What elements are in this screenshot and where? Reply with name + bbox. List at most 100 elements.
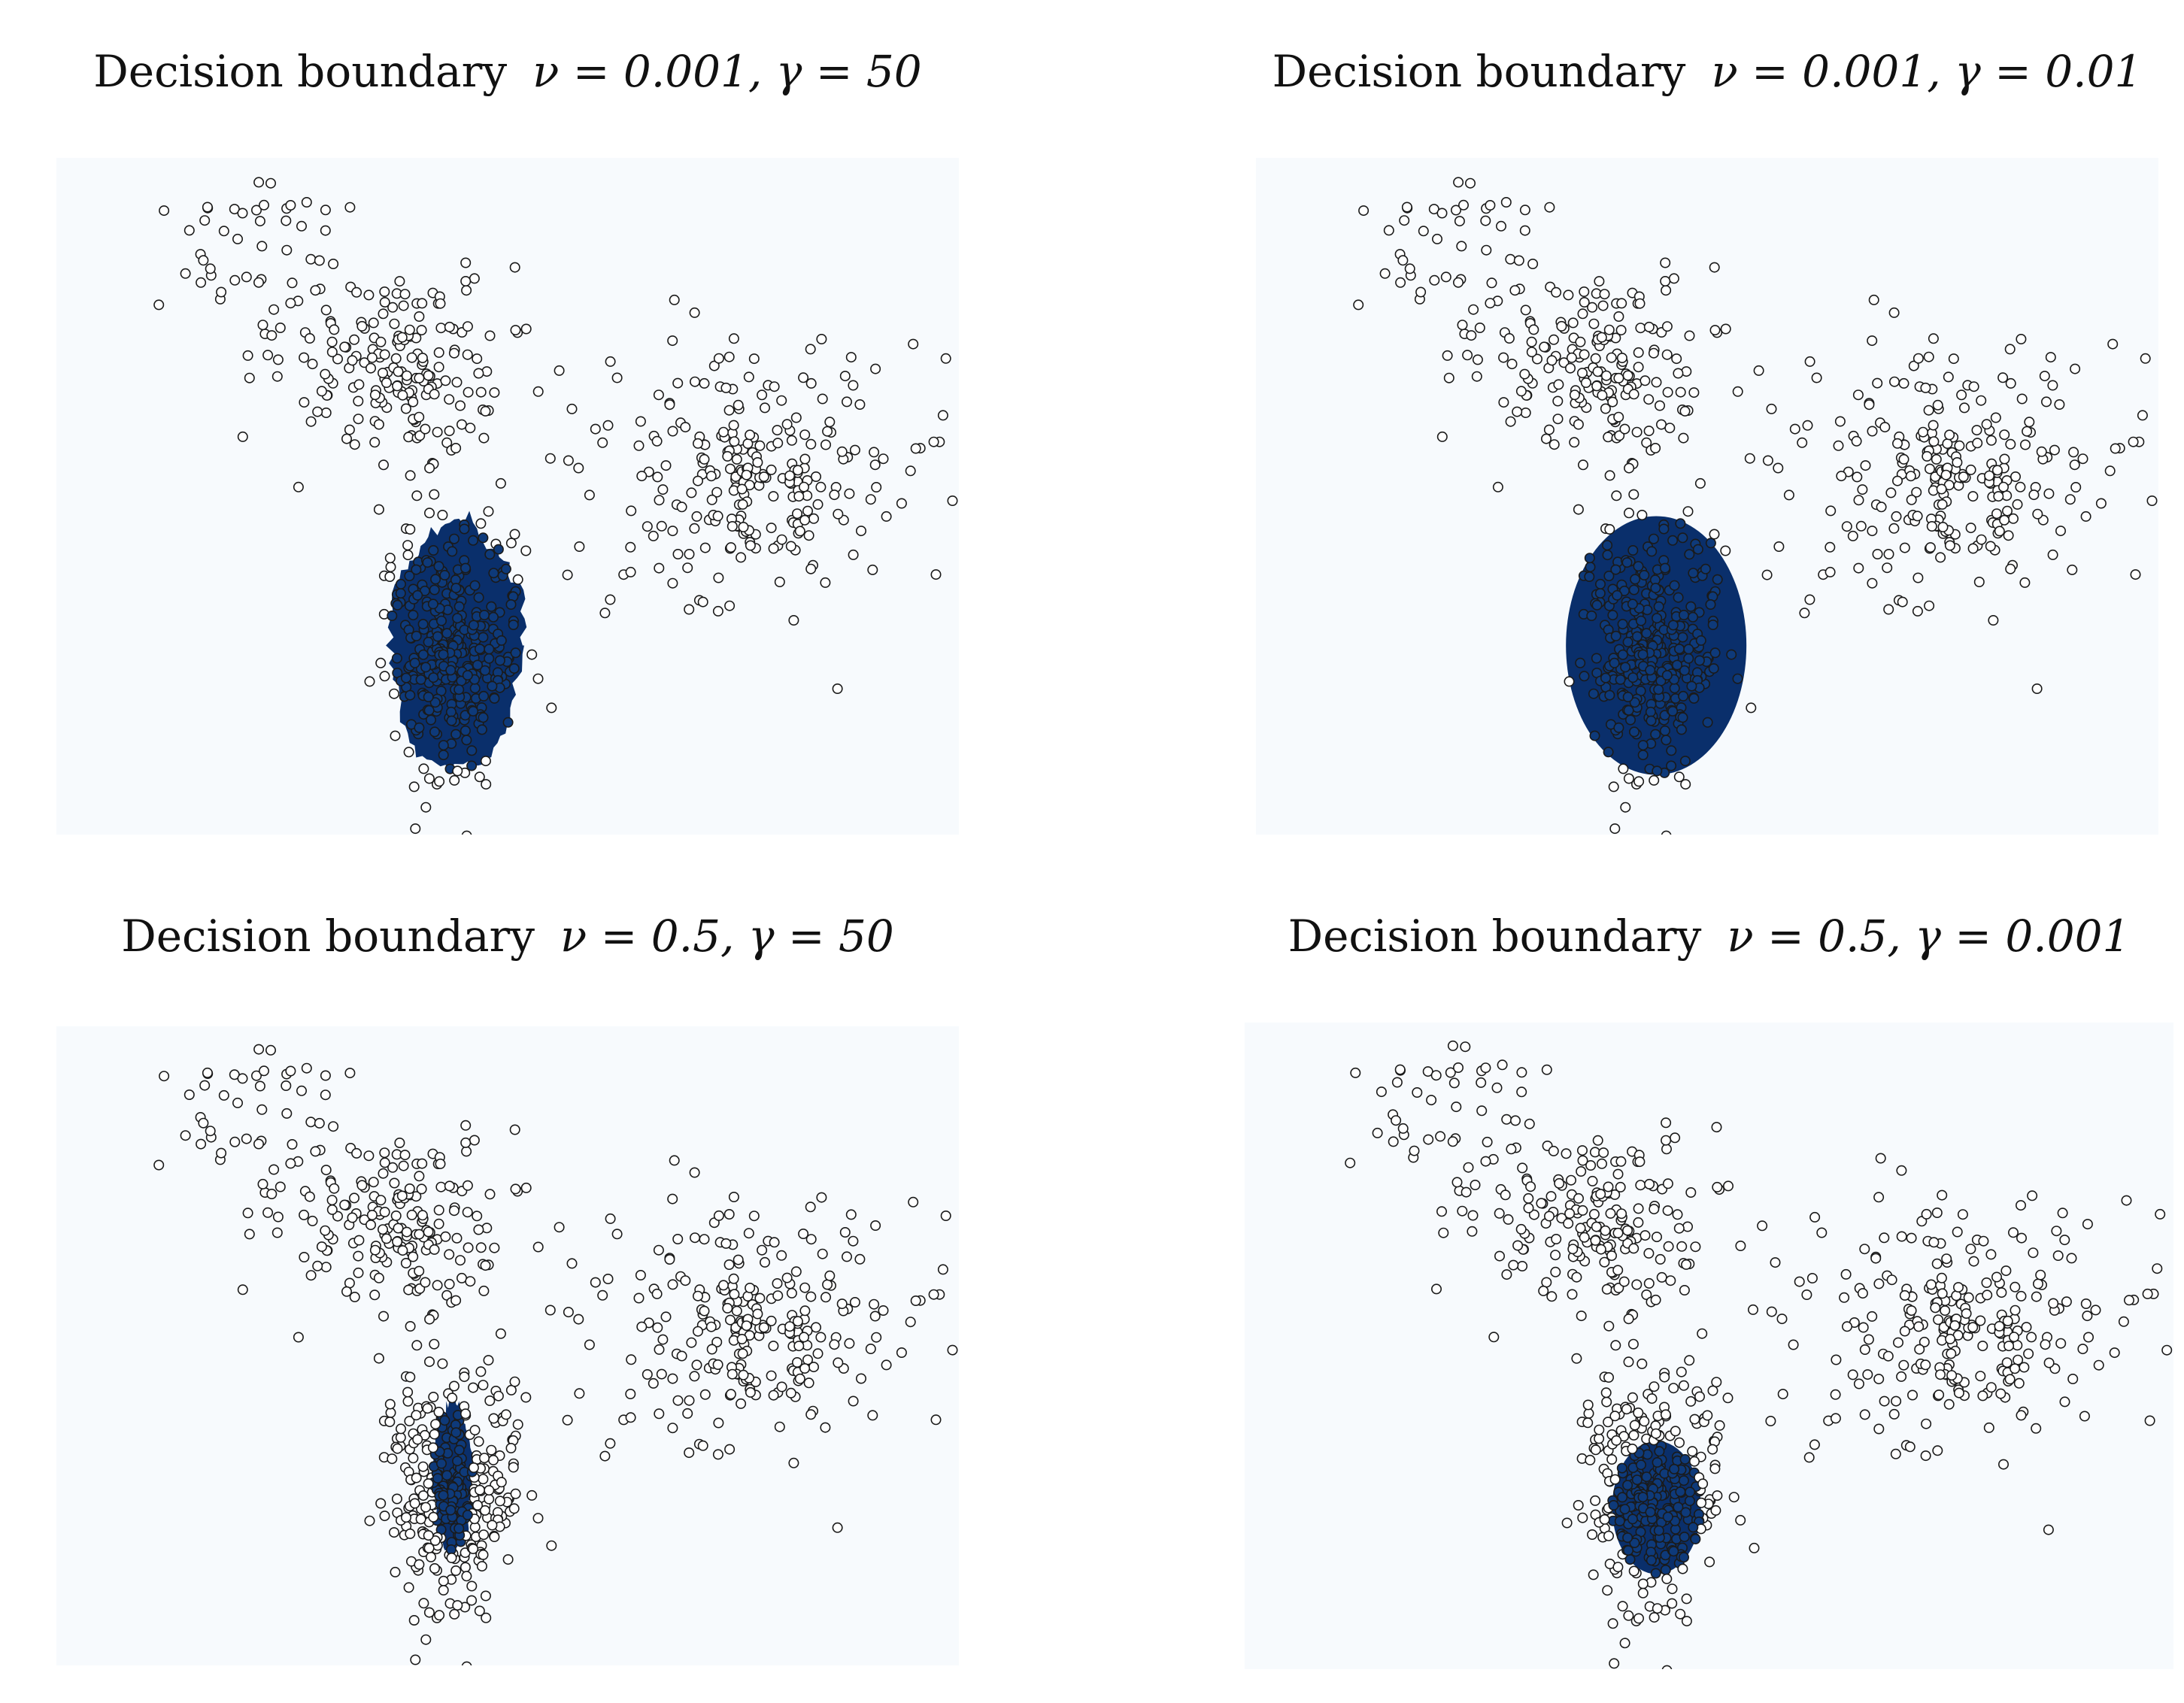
data-point (1937, 1189, 1948, 1201)
data-point (1952, 456, 1963, 468)
data-point (441, 1470, 453, 1481)
data-point (429, 389, 440, 400)
data-point (1681, 1593, 1692, 1605)
data-point (1395, 277, 1406, 288)
data-point (1423, 1134, 1434, 1145)
data-point (1968, 381, 1979, 392)
data-point (1667, 535, 1679, 546)
data-point (414, 1171, 425, 1182)
data-point (1967, 1322, 1979, 1333)
data-point (320, 1070, 331, 1081)
data-point (833, 508, 844, 520)
data-point (1685, 1395, 1697, 1407)
data-point (1624, 714, 1636, 726)
data-point (1619, 423, 1630, 435)
data-point (731, 453, 742, 465)
data-point (2019, 1362, 2030, 1373)
data-point (460, 1120, 472, 1131)
data-point (441, 628, 453, 639)
data-point (423, 1478, 434, 1489)
data-point (2043, 488, 2055, 499)
data-point (766, 1315, 777, 1326)
data-point (1753, 365, 1764, 376)
data-point (1604, 689, 1615, 701)
data-point (480, 405, 491, 417)
data-point (772, 425, 783, 436)
data-point (1961, 1308, 1972, 1319)
data-point (793, 491, 805, 502)
data-point (1585, 562, 1596, 573)
data-point (2142, 1288, 2153, 1299)
data-point (1726, 649, 1737, 660)
data-point (1891, 438, 1903, 449)
data-point (520, 1182, 532, 1193)
data-point (414, 1559, 425, 1570)
data-point (265, 177, 276, 189)
data-point (1594, 1433, 1605, 1444)
data-point (769, 381, 780, 392)
data-point (510, 1488, 521, 1499)
data-point (758, 471, 769, 483)
data-point (487, 611, 499, 623)
data-point (1501, 1114, 1512, 1125)
data-point (741, 469, 752, 480)
data-point (387, 1162, 399, 1173)
data-point (415, 1514, 426, 1525)
data-point (299, 1251, 310, 1262)
data-point (1931, 1208, 1943, 1219)
data-point (1680, 1507, 1691, 1518)
data-point (512, 574, 523, 585)
data-point (781, 1272, 793, 1283)
data-point (1675, 386, 1686, 398)
data-point (1603, 324, 1615, 335)
data-point (1700, 563, 1711, 574)
data-point (1500, 196, 1512, 208)
data-point (1627, 672, 1639, 683)
data-point (1684, 1495, 1695, 1507)
data-point (2004, 1341, 2015, 1352)
data-point (1612, 1265, 1624, 1276)
data-point (1588, 1569, 1599, 1580)
data-point (1577, 459, 1588, 471)
data-point (2045, 352, 2056, 363)
data-point (1609, 657, 1620, 668)
data-point (1926, 520, 1937, 532)
data-point (446, 715, 457, 726)
data-point (869, 447, 880, 458)
data-point (1577, 1205, 1588, 1216)
data-point (405, 470, 416, 481)
data-point (486, 601, 497, 612)
data-point (759, 402, 770, 414)
data-point (1631, 1279, 1643, 1290)
data-point (1576, 1145, 1588, 1156)
data-point (1505, 416, 1516, 427)
data-point (328, 1121, 339, 1132)
data-point (450, 583, 462, 594)
data-point (1687, 1446, 1698, 1457)
data-point (1618, 763, 1629, 774)
data-point (664, 399, 675, 411)
data-point (460, 562, 471, 574)
data-point (1783, 489, 1794, 501)
data-point (1981, 419, 1992, 430)
data-point (438, 750, 449, 761)
data-point (305, 253, 317, 265)
data-point (1443, 372, 1454, 383)
data-point (805, 438, 817, 450)
data-point (452, 1600, 463, 1611)
data-point (1928, 333, 1939, 344)
data-point (409, 1498, 420, 1509)
data-point (1921, 1208, 1932, 1220)
data-point (1839, 1292, 1850, 1303)
data-point (1920, 1359, 1931, 1371)
data-point (1616, 353, 1627, 364)
data-point (684, 1447, 695, 1459)
data-point (1685, 601, 1697, 612)
data-point (390, 353, 402, 364)
data-point (420, 1501, 432, 1513)
data-point (417, 353, 428, 364)
data-point (626, 1354, 637, 1365)
data-point (848, 380, 859, 391)
data-point (738, 521, 749, 532)
data-point (1679, 1453, 1691, 1465)
